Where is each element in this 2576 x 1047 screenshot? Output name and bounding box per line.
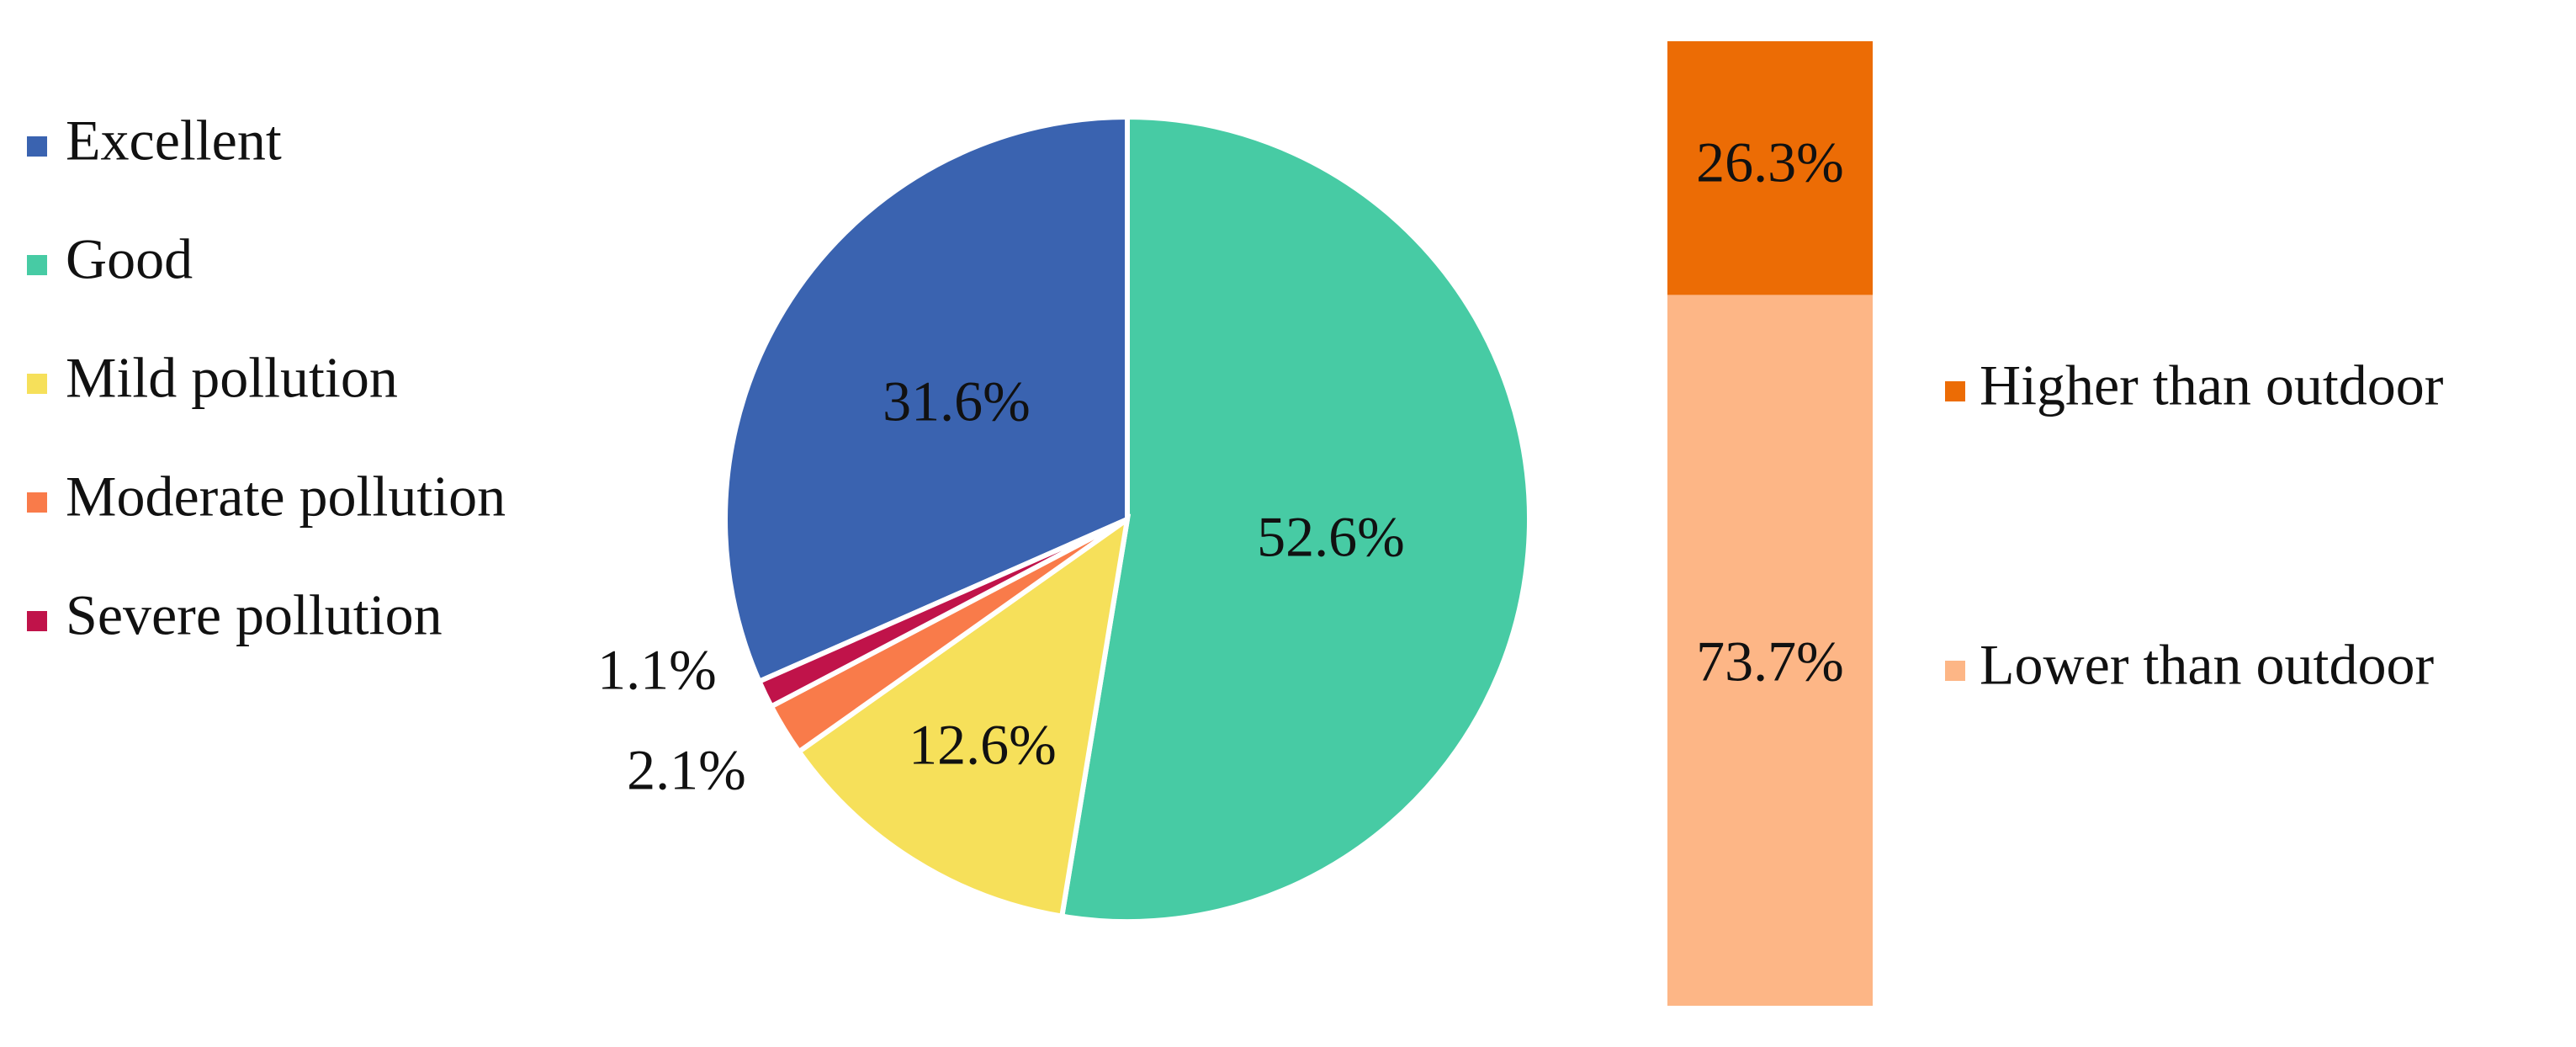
legend-label: Severe pollution bbox=[66, 583, 443, 647]
pie-slice bbox=[1058, 114, 1532, 924]
pie-slice bbox=[795, 513, 1132, 920]
legend-label: Mild pollution bbox=[66, 346, 398, 410]
data-label: 73.7% bbox=[1696, 629, 1844, 693]
bar-segment bbox=[1667, 295, 1873, 1006]
bar-segment bbox=[1667, 41, 1873, 295]
legend-label: Good bbox=[66, 227, 193, 291]
pie-slice bbox=[755, 517, 1129, 710]
data-label: 52.6% bbox=[1257, 505, 1405, 569]
legend-label: Higher than outdoor bbox=[1980, 353, 2444, 417]
legend-label: Lower than outdoor bbox=[1980, 633, 2434, 697]
legend-swatch bbox=[27, 255, 47, 275]
legend-swatch bbox=[1945, 381, 1965, 401]
legend-label: Excellent bbox=[66, 109, 282, 173]
pie-slice bbox=[723, 114, 1130, 685]
legend-swatch bbox=[27, 492, 47, 513]
legend-swatch bbox=[27, 136, 47, 157]
data-label: 2.1% bbox=[627, 738, 746, 802]
legend-swatch bbox=[27, 611, 47, 631]
legend-swatch bbox=[1945, 661, 1965, 681]
legend-label: Moderate pollution bbox=[66, 465, 506, 529]
legend-swatch bbox=[27, 374, 47, 394]
data-label: 12.6% bbox=[909, 713, 1057, 777]
data-label: 31.6% bbox=[883, 369, 1031, 433]
data-label: 1.1% bbox=[597, 638, 717, 702]
data-label: 26.3% bbox=[1696, 130, 1844, 194]
